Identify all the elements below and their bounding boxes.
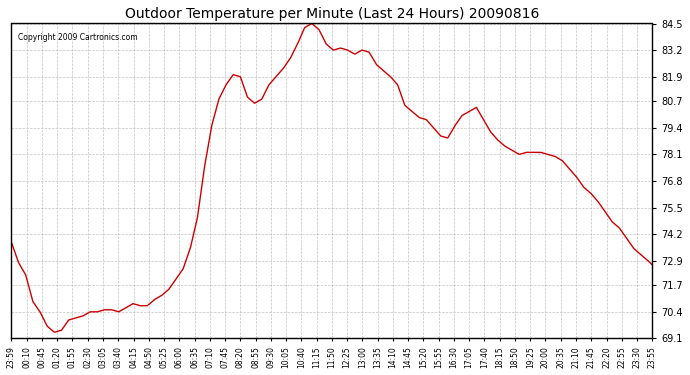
Text: Copyright 2009 Cartronics.com: Copyright 2009 Cartronics.com xyxy=(18,33,137,42)
Title: Outdoor Temperature per Minute (Last 24 Hours) 20090816: Outdoor Temperature per Minute (Last 24 … xyxy=(125,7,539,21)
